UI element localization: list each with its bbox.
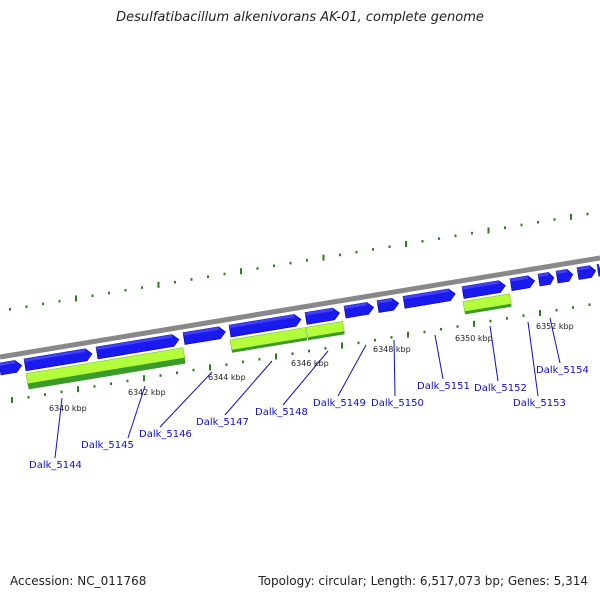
callout-line — [159, 371, 213, 428]
feature-bar-edge — [464, 303, 512, 315]
genome-summary: Topology: circular; Length: 6,517,073 bp… — [258, 574, 588, 588]
kbp-tick-labels: 6340 kbp 6342 kbp 6344 kbp 6346 kbp 6348 kbp… — [49, 322, 574, 413]
gene-label: Dalk_5154 — [536, 365, 589, 376]
cds-arrow-highlight — [538, 272, 549, 278]
inner-gc-track — [11, 303, 591, 404]
feature-bar — [462, 293, 512, 315]
feature-bar-edge — [231, 337, 308, 353]
cds-arrow — [0, 360, 23, 376]
cds-arrow — [343, 302, 375, 319]
cds-arrow-body — [228, 314, 302, 338]
cds-arrow-highlight — [229, 314, 295, 329]
gene-label: Dalk_5148 — [255, 407, 308, 418]
gene-label: Dalk_5150 — [371, 398, 424, 409]
cds-arrow-highlight — [577, 265, 590, 271]
genome-backbone — [0, 255, 600, 360]
cds-arrow-highlight — [556, 269, 568, 275]
cds-arrow-highlight — [510, 275, 529, 282]
cds-arrow-highlight — [305, 308, 334, 316]
cds-arrow-highlight — [344, 302, 368, 310]
callout-line — [489, 325, 499, 382]
kbp-tick-label: 6342 kbp — [128, 388, 166, 397]
cds-arrow-body — [402, 288, 456, 309]
gene-label: Dalk_5147 — [196, 417, 249, 428]
gene-label: Dalk_5152 — [474, 383, 527, 394]
cds-arrow — [576, 265, 597, 280]
cds-arrow-highlight — [96, 334, 173, 351]
gene-labels: Dalk_5144 Dalk_5145 Dalk_5146 Dalk_5147 Dalk… — [29, 365, 589, 471]
feature-bar-edge — [307, 331, 345, 341]
map-title: Desulfatibacillum alkenivorans AK-01, co… — [116, 10, 484, 25]
cds-arrow-highlight — [403, 288, 449, 300]
cds-arrow-body — [304, 307, 340, 325]
callout-line — [393, 339, 396, 397]
callout-line — [54, 397, 63, 459]
outer-gc-track — [9, 212, 589, 311]
kbp-tick-label: 6350 kbp — [455, 334, 493, 343]
gene-label: Dalk_5145 — [81, 440, 134, 451]
kbp-tick-label: 6352 kbp — [536, 322, 574, 331]
cds-arrow-highlight — [377, 298, 393, 304]
cds-arrow — [228, 314, 302, 338]
callout-line — [224, 360, 273, 416]
gene-callouts — [54, 317, 561, 459]
cds-arrow — [304, 307, 340, 325]
cds-arrow — [95, 334, 180, 360]
callout-line — [337, 344, 367, 397]
cds-arrow — [509, 275, 536, 291]
cds-arrow-highlight — [462, 280, 500, 290]
cds-track — [0, 263, 600, 376]
kbp-tick-label: 6344 kbp — [208, 373, 246, 382]
kbp-tick-label: 6346 kbp — [291, 359, 329, 368]
gene-label: Dalk_5151 — [417, 381, 470, 392]
callout-line — [434, 334, 444, 380]
callout-line — [549, 317, 561, 364]
rrna-track — [25, 293, 512, 390]
cds-arrow — [376, 297, 400, 313]
callout-line — [127, 385, 146, 439]
feature-bar — [25, 347, 186, 390]
callout-line — [282, 350, 329, 406]
gene-label: Dalk_5153 — [513, 398, 566, 409]
cds-arrow — [182, 326, 226, 345]
cds-arrow-body — [23, 348, 93, 372]
feature-bar — [229, 327, 308, 353]
cds-arrow — [555, 269, 574, 284]
cds-arrow-highlight — [183, 326, 220, 336]
feature-bar — [305, 321, 345, 341]
feature-bar-lower — [27, 359, 186, 390]
cds-arrow — [461, 280, 506, 299]
gene-label: Dalk_5144 — [29, 460, 82, 471]
kbp-tick-label: 6348 kbp — [373, 345, 411, 354]
cds-arrow — [402, 288, 456, 309]
cds-arrow-body — [182, 326, 226, 345]
accession-label: Accession: NC_011768 — [10, 574, 147, 588]
kbp-tick-label: 6340 kbp — [49, 404, 87, 413]
cds-arrow-highlight — [0, 360, 16, 367]
cds-arrow-highlight — [24, 348, 86, 362]
gene-label: Dalk_5149 — [313, 398, 366, 409]
cds-arrow — [23, 348, 93, 372]
cds-arrow-highlight — [597, 264, 599, 268]
gene-label: Dalk_5146 — [139, 429, 192, 440]
callout-line — [527, 321, 539, 397]
cds-arrow — [537, 272, 555, 287]
